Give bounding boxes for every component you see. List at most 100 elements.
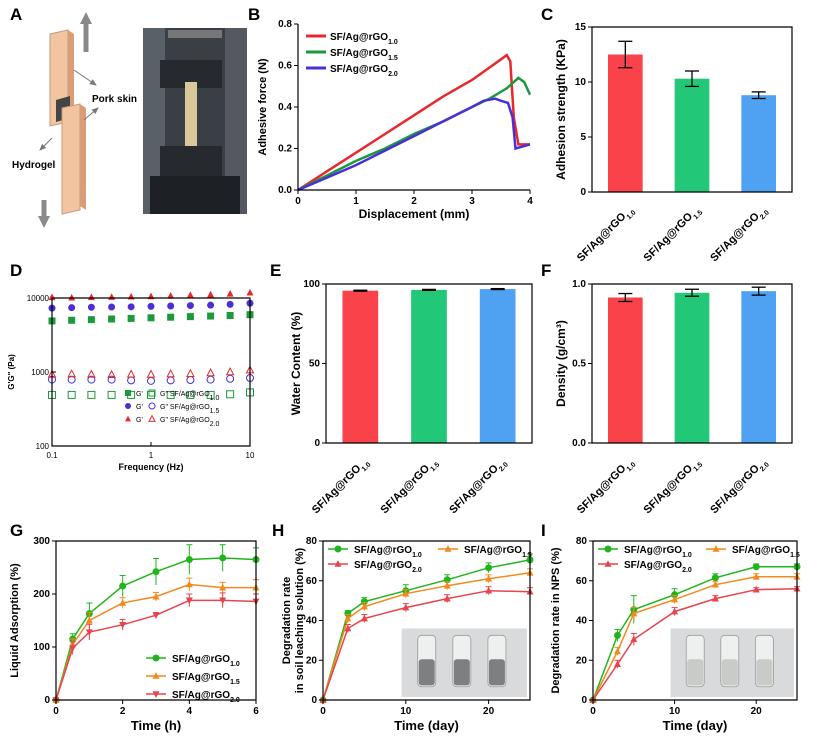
data-point [85,616,93,624]
data-point [186,368,195,377]
data-point [444,545,452,552]
data-point [226,390,235,399]
x-axis-label: Time (h) [131,718,181,733]
data-point [344,610,352,618]
pointer-arrow-icon [73,69,97,86]
data-point [402,603,410,611]
data-point [146,369,156,378]
x-tick-label: 0.1 [46,451,58,460]
x-tick-label: 0 [53,706,59,717]
chart-d: 0.1 1 10 100 1000 10000 Frequency (Hz) G'G" (Pa… [7,288,255,472]
data-point [147,302,155,310]
legend-label: SF/Ag@rGO2.0 [172,690,240,704]
data-point [226,312,234,320]
legend-label: SF/Ag@rGO1.5 [172,672,240,686]
data-point [206,368,215,377]
data-point [207,301,215,309]
y-tick-label: 1000 [31,368,49,377]
chart-h: 0 10 20 0 20 40 60 80 Time (day) Degradation rate… [281,536,534,733]
data-point [68,304,76,312]
bar [674,78,710,192]
data-point [671,607,679,615]
data-point [148,414,156,422]
legend-label: SF/Ag@rGO1.0 [330,32,398,46]
chart-g: 0 2 4 6 0 100 200 300 Time (h) Liquid Adsorption … [9,536,260,733]
bar [741,95,776,192]
data-point [152,654,160,662]
y-tick-label: 100 [36,442,50,451]
y-tick-label: 0.2 [278,144,292,155]
data-point [87,303,95,311]
y-tick-label: 50 [309,359,321,370]
y-tick-label: 80 [306,536,318,547]
legend-label: SF/Ag@rGO2.0 [330,64,398,78]
y-tick-label: 300 [33,536,50,547]
data-point [119,621,127,629]
category-label: SF/Ag@rGO2.0 [708,204,770,266]
vial-contents [453,659,470,686]
data-point [125,390,131,396]
data-point [185,580,193,588]
panel-label-b: B [248,5,260,24]
category-label: SF/Ag@rGO1.0 [575,204,637,266]
y-axis-label: in soil leaching solution (%) [294,547,306,693]
legend-gp: G' [136,404,143,411]
x-axis-label: Time (day) [394,718,459,733]
category-label: SF/Ag@rGO1.0 [575,456,637,518]
y-tick-label: 10000 [27,294,50,303]
data-point [443,594,451,602]
legend-label: SF/Ag@rGO1.5 [330,48,398,62]
data-point [166,376,175,385]
data-point [108,293,116,300]
x-tick-label: 2 [411,196,417,207]
x-tick-label: 4 [527,196,533,207]
data-point [711,574,719,582]
data-point [344,624,352,632]
data-point [226,374,235,383]
data-point [127,303,135,311]
data-point [152,592,160,600]
legend-label: G" SF/Ag@rGO2.0 [160,417,219,428]
data-point [604,560,612,567]
data-point [226,300,234,308]
x-tick-label: 20 [751,706,763,717]
data-point [711,580,719,588]
panel-label-c: C [541,5,553,24]
series-line-1.5 [297,76,532,192]
data-point [67,375,76,384]
data-point [167,313,175,321]
data-point [613,660,621,668]
y-tick-label: 5 [580,132,586,143]
data-point [207,290,215,298]
data-point [360,598,368,606]
chart-f: SF/Ag@rGO1.0 SF/Ag@rGO1.5 SF/Ag@rGO2.0 0.0 0… [554,279,793,518]
x-tick-label: 20 [483,706,495,717]
legend-label: SF/Ag@rGO1.5 [464,545,532,559]
panel-label-g: G [10,521,23,540]
data-point [87,293,95,301]
series-line-1.0 [297,53,530,192]
y-tick-label: 0 [314,438,320,449]
down-arrow-head-icon [38,216,50,228]
hydrogel-label: Hydrogel [12,160,56,171]
panel-label-e: E [270,261,281,280]
data-point [152,691,160,698]
y-tick-label: 40 [306,616,318,627]
data-point [166,390,175,399]
data-point [147,376,155,385]
y-tick-label: 20 [576,655,588,666]
x-tick-label: 0 [295,196,301,207]
data-point [127,376,136,385]
x-tick-label: 10 [669,706,681,717]
data-point [119,582,127,590]
data-point [185,597,193,605]
data-point [147,314,155,322]
x-tick-label: 0 [320,706,326,717]
y-axis-label: G'G" (Pa) [7,354,16,390]
chart-e: SF/Ag@rGO1.0 SF/Ag@rGO1.5 SF/Ag@rGO2.0 0 50 1… [289,279,533,516]
y-axis-label: Adhesion strength (KPa) [554,39,568,180]
pointer-arrow-icon [39,137,53,151]
data-point [87,369,96,378]
bar [479,289,516,443]
